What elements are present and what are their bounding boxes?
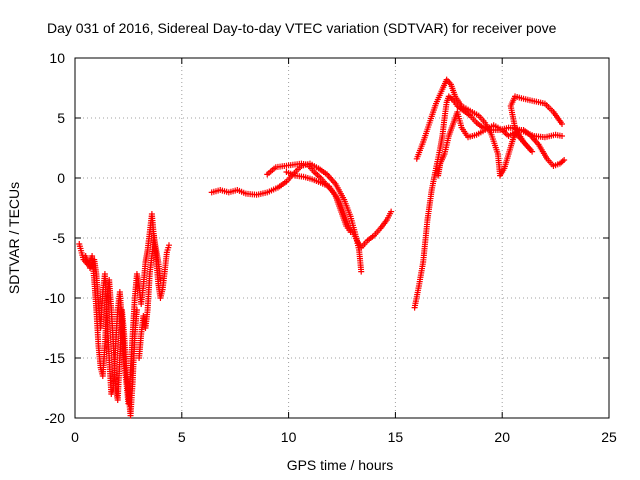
x-tick-label: 20 [494,429,510,445]
x-tick-label: 0 [71,429,79,445]
y-axis-label: SDTVAR / TECUs [6,182,22,294]
x-axis-label: GPS time / hours [287,457,394,473]
x-tick-label: 25 [601,429,617,445]
data-point [165,242,172,249]
y-tick-label: 10 [49,50,65,66]
chart-title: Day 031 of 2016, Sidereal Day-to-day VTE… [47,20,557,36]
data-point [561,157,568,163]
x-tick-label: 10 [281,429,297,445]
axis-ticks: 0 5 10 15 20 25 -20 -15 -10 -5 0 5 10 [45,50,617,445]
y-tick-label: -5 [53,230,66,246]
data-point [358,268,365,275]
y-tick-label: -10 [45,290,65,306]
data-point [559,133,566,139]
data-point [559,121,566,127]
data-point [388,208,395,215]
y-tick-label: 5 [57,110,65,126]
x-tick-label: 5 [178,429,186,445]
data-point [347,229,354,235]
y-tick-label: -20 [45,410,65,426]
data-points [76,76,568,419]
x-tick-label: 15 [388,429,404,445]
y-tick-label: 0 [57,170,65,186]
y-tick-label: -15 [45,350,65,366]
grid-lines [75,58,609,418]
